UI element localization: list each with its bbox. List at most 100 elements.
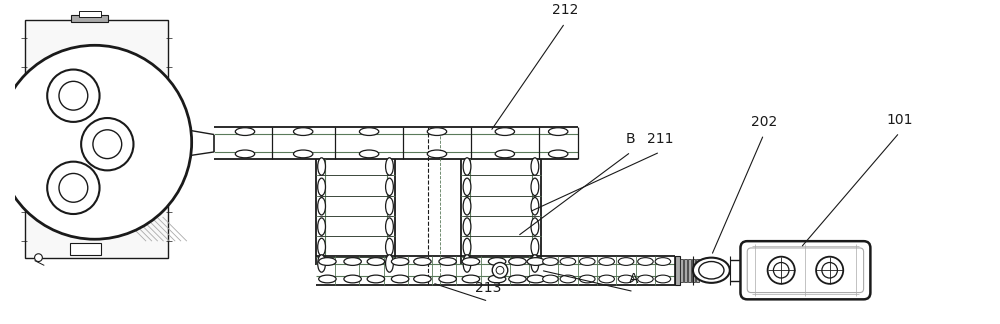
Circle shape (816, 257, 843, 284)
Ellipse shape (319, 275, 336, 283)
Ellipse shape (293, 150, 313, 158)
Ellipse shape (531, 198, 539, 215)
Ellipse shape (414, 258, 431, 265)
Text: 213: 213 (475, 282, 502, 295)
Text: 101: 101 (886, 113, 913, 127)
Ellipse shape (386, 178, 393, 196)
Ellipse shape (548, 150, 568, 158)
Ellipse shape (531, 238, 539, 256)
Ellipse shape (367, 275, 385, 283)
Ellipse shape (439, 275, 456, 283)
Circle shape (496, 266, 504, 274)
Ellipse shape (386, 218, 393, 235)
Ellipse shape (414, 275, 431, 283)
Bar (675, 256, 680, 285)
FancyBboxPatch shape (740, 241, 870, 299)
Ellipse shape (531, 178, 539, 196)
Ellipse shape (655, 275, 671, 283)
Ellipse shape (599, 275, 614, 283)
Circle shape (81, 118, 133, 170)
Ellipse shape (531, 255, 539, 272)
Ellipse shape (543, 258, 558, 265)
Ellipse shape (439, 258, 456, 265)
Ellipse shape (495, 128, 515, 135)
Ellipse shape (359, 150, 379, 158)
Ellipse shape (318, 218, 325, 235)
Ellipse shape (318, 158, 325, 175)
Ellipse shape (386, 198, 393, 215)
Ellipse shape (509, 275, 526, 283)
Ellipse shape (318, 255, 325, 272)
Ellipse shape (462, 258, 480, 265)
Ellipse shape (462, 275, 480, 283)
Ellipse shape (293, 128, 313, 135)
Ellipse shape (427, 150, 447, 158)
Ellipse shape (655, 258, 671, 265)
Circle shape (59, 81, 88, 110)
Ellipse shape (318, 178, 325, 196)
Bar (696, 259, 699, 282)
Ellipse shape (318, 238, 325, 256)
Circle shape (59, 173, 88, 202)
Ellipse shape (235, 150, 255, 158)
Ellipse shape (463, 218, 471, 235)
Ellipse shape (463, 238, 471, 256)
Ellipse shape (359, 128, 379, 135)
Ellipse shape (699, 261, 724, 279)
Ellipse shape (543, 275, 558, 283)
Ellipse shape (509, 258, 526, 265)
Text: A: A (629, 272, 639, 286)
Ellipse shape (488, 258, 506, 265)
Bar (70, 243, 101, 255)
Bar (692, 259, 695, 282)
Ellipse shape (344, 258, 361, 265)
Circle shape (492, 262, 508, 278)
Ellipse shape (386, 158, 393, 175)
Text: 211: 211 (647, 132, 673, 146)
Ellipse shape (560, 275, 576, 283)
Ellipse shape (235, 128, 255, 135)
Ellipse shape (318, 198, 325, 215)
Bar (688, 259, 691, 282)
Circle shape (0, 45, 192, 239)
Ellipse shape (463, 255, 471, 272)
Ellipse shape (367, 258, 385, 265)
Ellipse shape (391, 258, 409, 265)
Bar (25, 20, 168, 258)
Circle shape (773, 262, 789, 278)
Ellipse shape (391, 275, 409, 283)
Circle shape (47, 162, 100, 214)
Ellipse shape (495, 150, 515, 158)
Bar (684, 259, 687, 282)
Ellipse shape (560, 258, 576, 265)
Ellipse shape (599, 258, 614, 265)
Ellipse shape (618, 258, 634, 265)
Ellipse shape (531, 218, 539, 235)
Ellipse shape (527, 275, 545, 283)
Circle shape (93, 130, 122, 159)
Bar (79, 11, 101, 17)
Ellipse shape (344, 275, 361, 283)
Ellipse shape (638, 275, 653, 283)
Bar (680, 259, 683, 282)
Ellipse shape (386, 238, 393, 256)
Ellipse shape (319, 258, 336, 265)
Ellipse shape (548, 128, 568, 135)
Ellipse shape (638, 258, 653, 265)
Circle shape (822, 262, 837, 278)
Circle shape (35, 254, 42, 261)
Ellipse shape (488, 275, 506, 283)
Text: B: B (626, 132, 636, 146)
Text: 202: 202 (751, 115, 777, 129)
Ellipse shape (427, 128, 447, 135)
Bar (71, 15, 108, 22)
Ellipse shape (527, 258, 545, 265)
Circle shape (47, 70, 100, 122)
Ellipse shape (531, 158, 539, 175)
Ellipse shape (618, 275, 634, 283)
Ellipse shape (386, 255, 393, 272)
Ellipse shape (693, 258, 730, 283)
Ellipse shape (463, 198, 471, 215)
Ellipse shape (580, 275, 595, 283)
Ellipse shape (463, 158, 471, 175)
